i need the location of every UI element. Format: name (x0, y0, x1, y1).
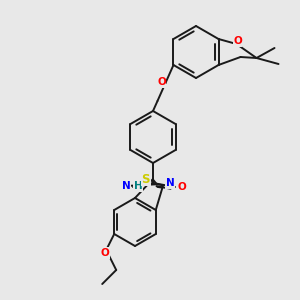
Text: N: N (122, 181, 130, 191)
Text: N: N (166, 178, 175, 188)
Text: O: O (157, 77, 166, 87)
Text: O: O (178, 182, 186, 192)
Text: O: O (101, 248, 110, 258)
Text: H: H (134, 181, 142, 191)
Text: O: O (233, 36, 242, 46)
Text: S: S (142, 173, 150, 186)
